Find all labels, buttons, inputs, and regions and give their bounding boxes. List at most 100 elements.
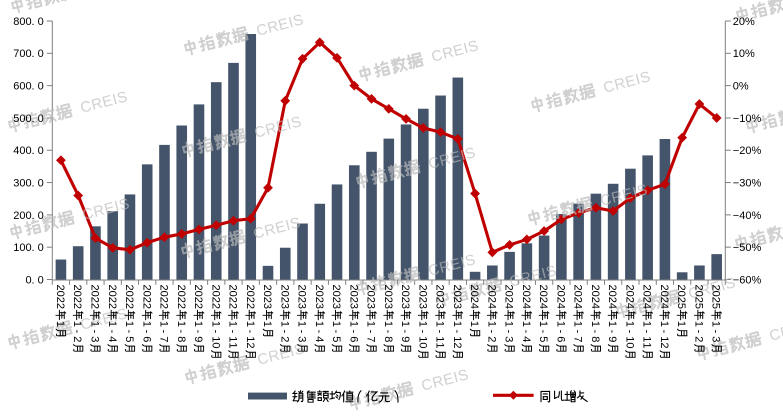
svg-text:-: - (434, 330, 446, 334)
svg-text:5: 5 (537, 336, 549, 342)
svg-text:2: 2 (123, 303, 135, 309)
svg-text:4: 4 (658, 303, 670, 309)
svg-text:-: - (485, 330, 497, 334)
svg-text:2: 2 (485, 336, 497, 342)
svg-text:2: 2 (658, 297, 670, 303)
svg-text:2: 2 (175, 297, 187, 303)
svg-text:2: 2 (692, 336, 704, 342)
svg-text:-: - (244, 330, 256, 334)
svg-text:800. 0: 800. 0 (13, 16, 44, 28)
svg-text:-: - (710, 330, 722, 334)
svg-text:0: 0 (106, 291, 118, 297)
svg-text:-: - (537, 330, 549, 334)
svg-text:0: 0 (692, 291, 704, 297)
svg-text:0%: 0% (733, 81, 749, 93)
svg-text:1: 1 (54, 321, 66, 327)
svg-text:3: 3 (88, 336, 100, 342)
svg-text:1: 1 (451, 336, 463, 342)
svg-text:0: 0 (416, 291, 428, 297)
svg-text:2: 2 (434, 285, 446, 291)
svg-text:2: 2 (451, 297, 463, 303)
svg-text:1: 1 (589, 321, 601, 327)
svg-text:-: - (365, 330, 377, 334)
svg-text:4: 4 (485, 303, 497, 309)
svg-text:-: - (88, 330, 100, 334)
svg-text:1: 1 (261, 321, 273, 327)
svg-text:0: 0 (244, 291, 256, 297)
svg-text:2: 2 (572, 285, 584, 291)
svg-text:1: 1 (227, 342, 239, 348)
svg-text:-: - (330, 330, 342, 334)
svg-text:10%: 10% (733, 48, 755, 60)
svg-text:0: 0 (261, 291, 273, 297)
svg-text:2: 2 (623, 285, 635, 291)
svg-text:2: 2 (209, 297, 221, 303)
svg-text:0: 0 (572, 291, 584, 297)
svg-text:-: - (296, 330, 308, 334)
svg-text:1: 1 (434, 336, 446, 342)
svg-text:5: 5 (123, 336, 135, 342)
svg-text:-: - (503, 330, 515, 334)
svg-text:0. 0: 0. 0 (25, 274, 43, 286)
svg-text:1: 1 (451, 321, 463, 327)
svg-text:9: 9 (399, 336, 411, 342)
svg-text:-: - (416, 330, 428, 334)
svg-text:-: - (209, 330, 221, 334)
svg-text:300. 0: 300. 0 (13, 177, 44, 189)
svg-text:2: 2 (192, 297, 204, 303)
svg-text:2: 2 (106, 297, 118, 303)
svg-text:6: 6 (554, 336, 566, 342)
svg-text:600. 0: 600. 0 (13, 81, 44, 93)
svg-text:-: - (347, 330, 359, 334)
svg-text:4: 4 (520, 303, 532, 309)
svg-text:2: 2 (641, 297, 653, 303)
svg-text:0: 0 (537, 291, 549, 297)
svg-text:2: 2 (399, 285, 411, 291)
svg-text:2: 2 (88, 285, 100, 291)
svg-text:1: 1 (123, 321, 135, 327)
svg-text:-: - (227, 330, 239, 334)
svg-text:1: 1 (675, 321, 687, 327)
svg-text:-: - (451, 330, 463, 334)
svg-text:-: - (554, 330, 566, 334)
svg-text:2: 2 (330, 285, 342, 291)
svg-text:0: 0 (71, 291, 83, 297)
svg-text:2: 2 (123, 285, 135, 291)
svg-text:-: - (606, 330, 618, 334)
svg-text:2: 2 (692, 285, 704, 291)
svg-text:0: 0 (54, 291, 66, 297)
svg-text:1: 1 (244, 321, 256, 327)
svg-text:0: 0 (606, 291, 618, 297)
svg-text:4: 4 (106, 336, 118, 342)
svg-text:6: 6 (347, 336, 359, 342)
svg-text:1: 1 (192, 321, 204, 327)
svg-text:200. 0: 200. 0 (13, 210, 44, 222)
svg-text:0: 0 (192, 291, 204, 297)
svg-text:−10%: −10% (733, 113, 762, 125)
svg-text:2: 2 (710, 285, 722, 291)
svg-text:2: 2 (175, 285, 187, 291)
svg-text:3: 3 (416, 303, 428, 309)
svg-text:2: 2 (399, 297, 411, 303)
svg-text:0: 0 (209, 291, 221, 297)
svg-text:2: 2 (261, 297, 273, 303)
svg-text:2: 2 (451, 285, 463, 291)
svg-text:2: 2 (158, 285, 170, 291)
svg-text:2: 2 (88, 303, 100, 309)
svg-text:1: 1 (658, 336, 670, 342)
svg-text:500. 0: 500. 0 (13, 113, 44, 125)
svg-text:-: - (382, 330, 394, 334)
svg-text:−50%: −50% (733, 242, 762, 254)
svg-text:2: 2 (140, 303, 152, 309)
svg-text:2: 2 (227, 297, 239, 303)
svg-text:1: 1 (296, 321, 308, 327)
svg-text:0: 0 (451, 291, 463, 297)
svg-text:1: 1 (175, 321, 187, 327)
svg-text:0: 0 (641, 291, 653, 297)
svg-text:2: 2 (468, 285, 480, 291)
svg-text:0: 0 (382, 291, 394, 297)
svg-text:2: 2 (209, 285, 221, 291)
svg-text:0: 0 (140, 291, 152, 297)
svg-text:2: 2 (347, 297, 359, 303)
svg-text:1: 1 (434, 342, 446, 348)
